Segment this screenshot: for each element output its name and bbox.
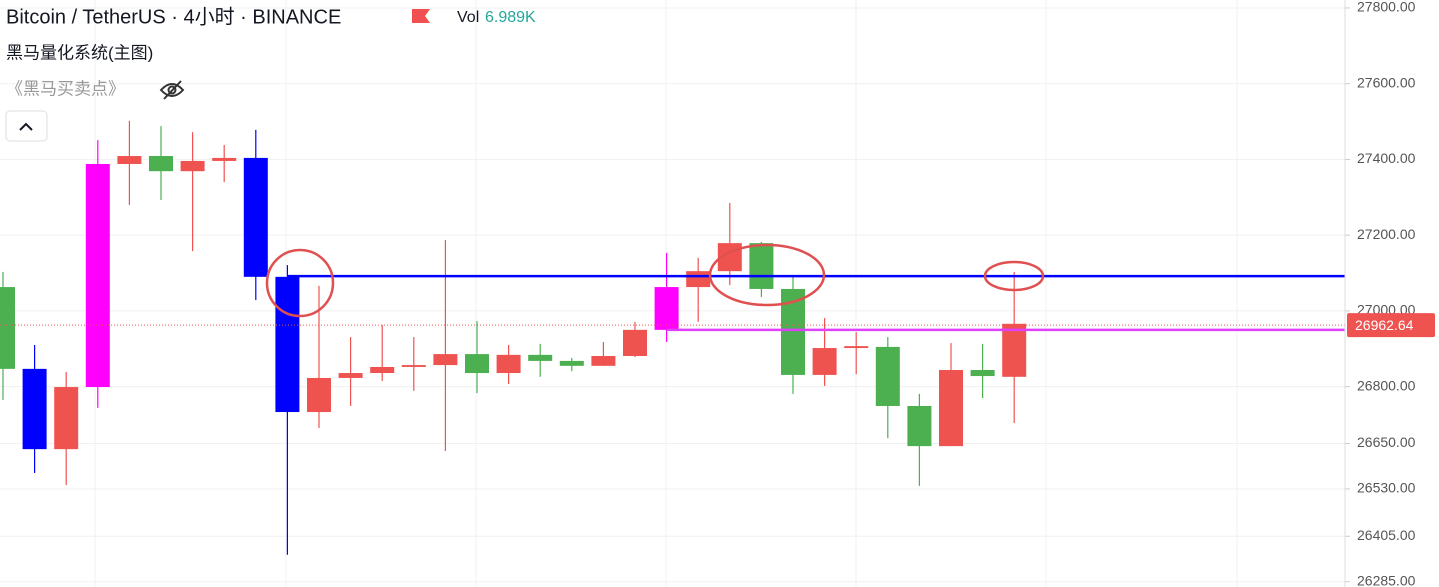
circle-annotation	[265, 248, 335, 318]
price-axis: 27800.0027600.0027400.0027200.0027000.00…	[1345, 0, 1435, 587]
candle-body	[370, 366, 395, 374]
candle-body	[939, 369, 963, 447]
title: Bitcoin / TetherUS · 4小时 · BINANCE	[6, 5, 341, 28]
candle-body	[212, 157, 237, 161]
vol-value: 6.989K	[485, 9, 536, 26]
candle-body	[686, 271, 711, 288]
candle-body	[338, 373, 363, 378]
candle-body	[180, 160, 205, 172]
candle-body	[970, 369, 995, 377]
circle-annotation	[983, 260, 1045, 292]
candle-body	[528, 354, 553, 361]
vol-label: Vol	[457, 9, 479, 26]
y-tick-label: 26650.00	[1357, 434, 1416, 450]
y-tick-label: 27400.00	[1357, 150, 1416, 166]
y-tick-label: 26800.00	[1357, 377, 1416, 393]
collapse-button[interactable]	[5, 110, 48, 142]
candle-body	[275, 276, 300, 413]
candle-body	[465, 354, 489, 374]
candle-body	[812, 348, 837, 375]
candle-body	[0, 287, 15, 369]
last-price-box	[1347, 313, 1435, 338]
candle-body	[433, 354, 458, 366]
flag-icon	[412, 9, 430, 23]
candle-body	[844, 346, 869, 349]
candle-body	[875, 346, 900, 406]
candle-body	[591, 355, 616, 366]
candle-body	[559, 360, 584, 366]
y-tick-label: 26530.00	[1357, 480, 1416, 496]
y-tick-label: 26405.00	[1357, 527, 1416, 543]
y-tick-label: 27200.00	[1357, 226, 1416, 242]
candle-body	[749, 243, 774, 289]
candle-body	[496, 354, 521, 374]
levels	[0, 274, 1345, 332]
circle-annotation	[708, 243, 826, 307]
hide-icon[interactable]	[159, 80, 185, 100]
candle-body	[117, 156, 142, 164]
candle-body	[243, 157, 268, 277]
annotations	[265, 243, 1045, 318]
horizontal-grid	[0, 7, 1345, 583]
candle-body	[907, 405, 932, 447]
candle-body	[54, 387, 79, 450]
candle-body	[401, 365, 426, 367]
candles	[0, 120, 1027, 555]
candle-body	[307, 377, 331, 413]
y-tick-label: 27800.00	[1357, 0, 1416, 15]
candle-body	[1002, 323, 1027, 377]
candle-body	[85, 163, 110, 388]
candle-body	[149, 156, 173, 172]
y-tick-label: 26285.00	[1357, 572, 1416, 587]
vertical-grid	[94, 0, 1238, 587]
sub-indicator-name: 《黑马买卖点》	[6, 79, 125, 98]
indicator-name: 黑马量化系统(主图)	[6, 43, 153, 62]
candle-body	[623, 329, 647, 356]
candle-body	[22, 368, 47, 450]
last-price-label: 26962.64	[1355, 317, 1414, 333]
y-tick-label: 27600.00	[1357, 74, 1416, 90]
candle-body	[654, 287, 679, 330]
